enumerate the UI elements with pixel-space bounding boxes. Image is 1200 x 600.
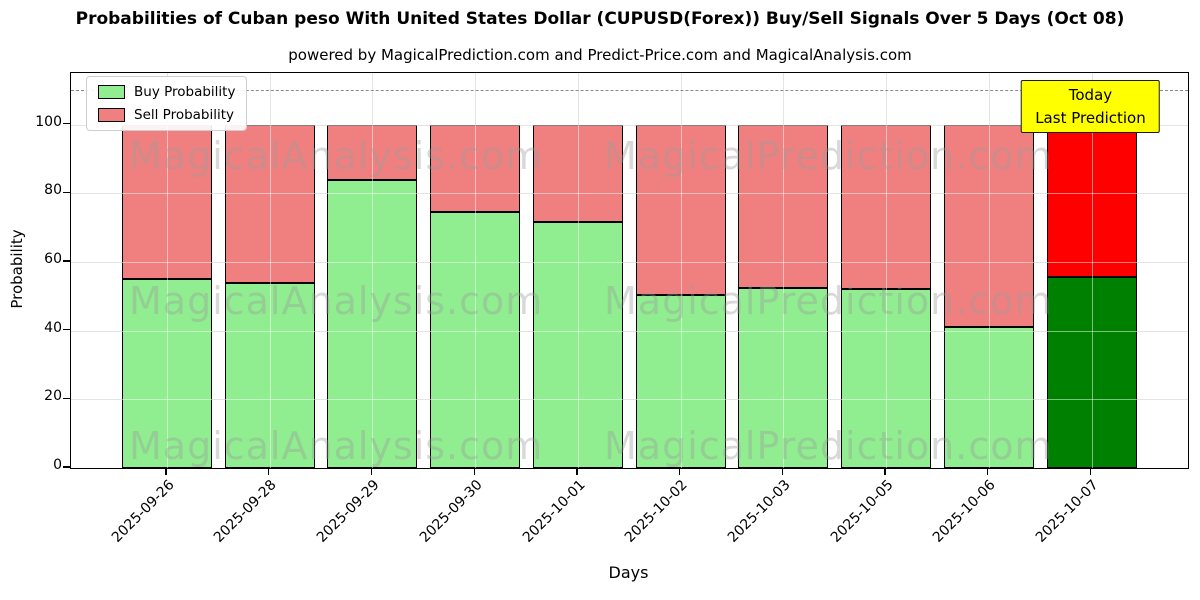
gridline-vertical-overlay xyxy=(783,73,785,468)
x-tick-mark xyxy=(884,467,886,475)
plot-area: MagicalAnalysis.com MagicalPrediction.com… xyxy=(70,72,1189,469)
annotation-line-1: Today xyxy=(1068,86,1113,104)
x-tick-label: 2025-10-06 xyxy=(930,477,1000,546)
y-tick-label: 0 xyxy=(53,457,62,473)
y-tick-label: 20 xyxy=(44,388,62,405)
y-tick-mark xyxy=(63,328,70,331)
gridline-vertical-overlay xyxy=(577,73,579,468)
x-tick-mark xyxy=(370,467,373,475)
x-tick-mark xyxy=(781,467,783,475)
x-tick-label: 2025-09-29 xyxy=(313,477,383,546)
y-axis-label: Probability xyxy=(8,229,26,309)
y-tick-label: 100 xyxy=(35,113,62,130)
legend: Buy Probability Sell Probability xyxy=(86,76,248,131)
gridline-vertical-overlay xyxy=(1091,73,1093,468)
y-tick-mark xyxy=(63,191,70,193)
gridline-vertical-overlay xyxy=(372,73,374,468)
watermark-text: MagicalPrediction.com xyxy=(604,424,1053,468)
x-tick-mark xyxy=(268,467,270,475)
x-tick-mark xyxy=(576,467,578,475)
x-tick-label: 2025-10-01 xyxy=(519,477,589,546)
chart-subtitle: powered by MagicalPrediction.com and Pre… xyxy=(288,46,912,64)
x-tick-mark xyxy=(473,467,475,475)
watermark-text: MagicalPrediction.com xyxy=(604,279,1053,323)
gridline-horizontal-overlay xyxy=(71,330,1188,332)
gridline-vertical-overlay xyxy=(167,73,168,468)
watermark-text: MagicalAnalysis.com xyxy=(129,134,544,178)
gridline-vertical-overlay xyxy=(475,73,477,468)
x-tick-mark xyxy=(1089,467,1092,475)
legend-label-buy: Buy Probability xyxy=(134,84,236,100)
x-tick-label: 2025-10-02 xyxy=(622,477,691,546)
threshold-dashed-line xyxy=(71,90,1188,92)
x-tick-mark xyxy=(165,467,167,475)
x-tick-label: 2025-10-05 xyxy=(827,477,897,546)
x-axis-label: Days xyxy=(608,563,649,582)
x-tick-label: 2025-09-28 xyxy=(211,477,281,546)
x-tick-label: 2025-10-07 xyxy=(1032,477,1102,546)
watermark-text: MagicalAnalysis.com xyxy=(129,424,544,468)
buy-swatch xyxy=(98,85,125,99)
gridline-vertical-overlay xyxy=(269,73,271,468)
gridline-horizontal-overlay xyxy=(71,193,1188,195)
legend-label-sell: Sell Probability xyxy=(134,107,235,123)
gridline-vertical-overlay xyxy=(680,73,682,468)
y-tick-mark xyxy=(63,260,70,262)
today-annotation: Today Last Prediction xyxy=(1021,80,1160,133)
watermark-text: MagicalAnalysis.com xyxy=(129,279,544,323)
y-tick-mark xyxy=(63,122,70,125)
gridline-horizontal-overlay xyxy=(71,124,1188,126)
x-tick-label: 2025-10-03 xyxy=(724,477,794,546)
gridline-horizontal-overlay xyxy=(71,261,1188,263)
y-tick-label: 80 xyxy=(44,182,62,199)
y-tick-label: 60 xyxy=(44,250,62,267)
gridline-horizontal-overlay xyxy=(71,399,1188,401)
chart-title: Probabilities of Cuban peso With United … xyxy=(75,9,1125,29)
watermark-text: MagicalPrediction.com xyxy=(604,134,1053,178)
legend-item-sell: Sell Probability xyxy=(98,107,235,123)
annotation-line-2: Last Prediction xyxy=(1035,108,1146,127)
gridline-vertical-overlay xyxy=(886,73,887,468)
sell-swatch xyxy=(98,108,125,122)
y-tick-label: 40 xyxy=(44,319,62,336)
legend-item-buy: Buy Probability xyxy=(98,84,235,100)
x-tick-label: 2025-09-30 xyxy=(416,477,486,546)
gridline-vertical-overlay xyxy=(988,73,990,468)
x-tick-label: 2025-09-26 xyxy=(108,477,178,546)
x-tick-mark xyxy=(987,467,989,475)
x-tick-mark xyxy=(678,467,681,475)
y-tick-mark xyxy=(63,397,70,399)
y-tick-mark xyxy=(63,466,70,468)
